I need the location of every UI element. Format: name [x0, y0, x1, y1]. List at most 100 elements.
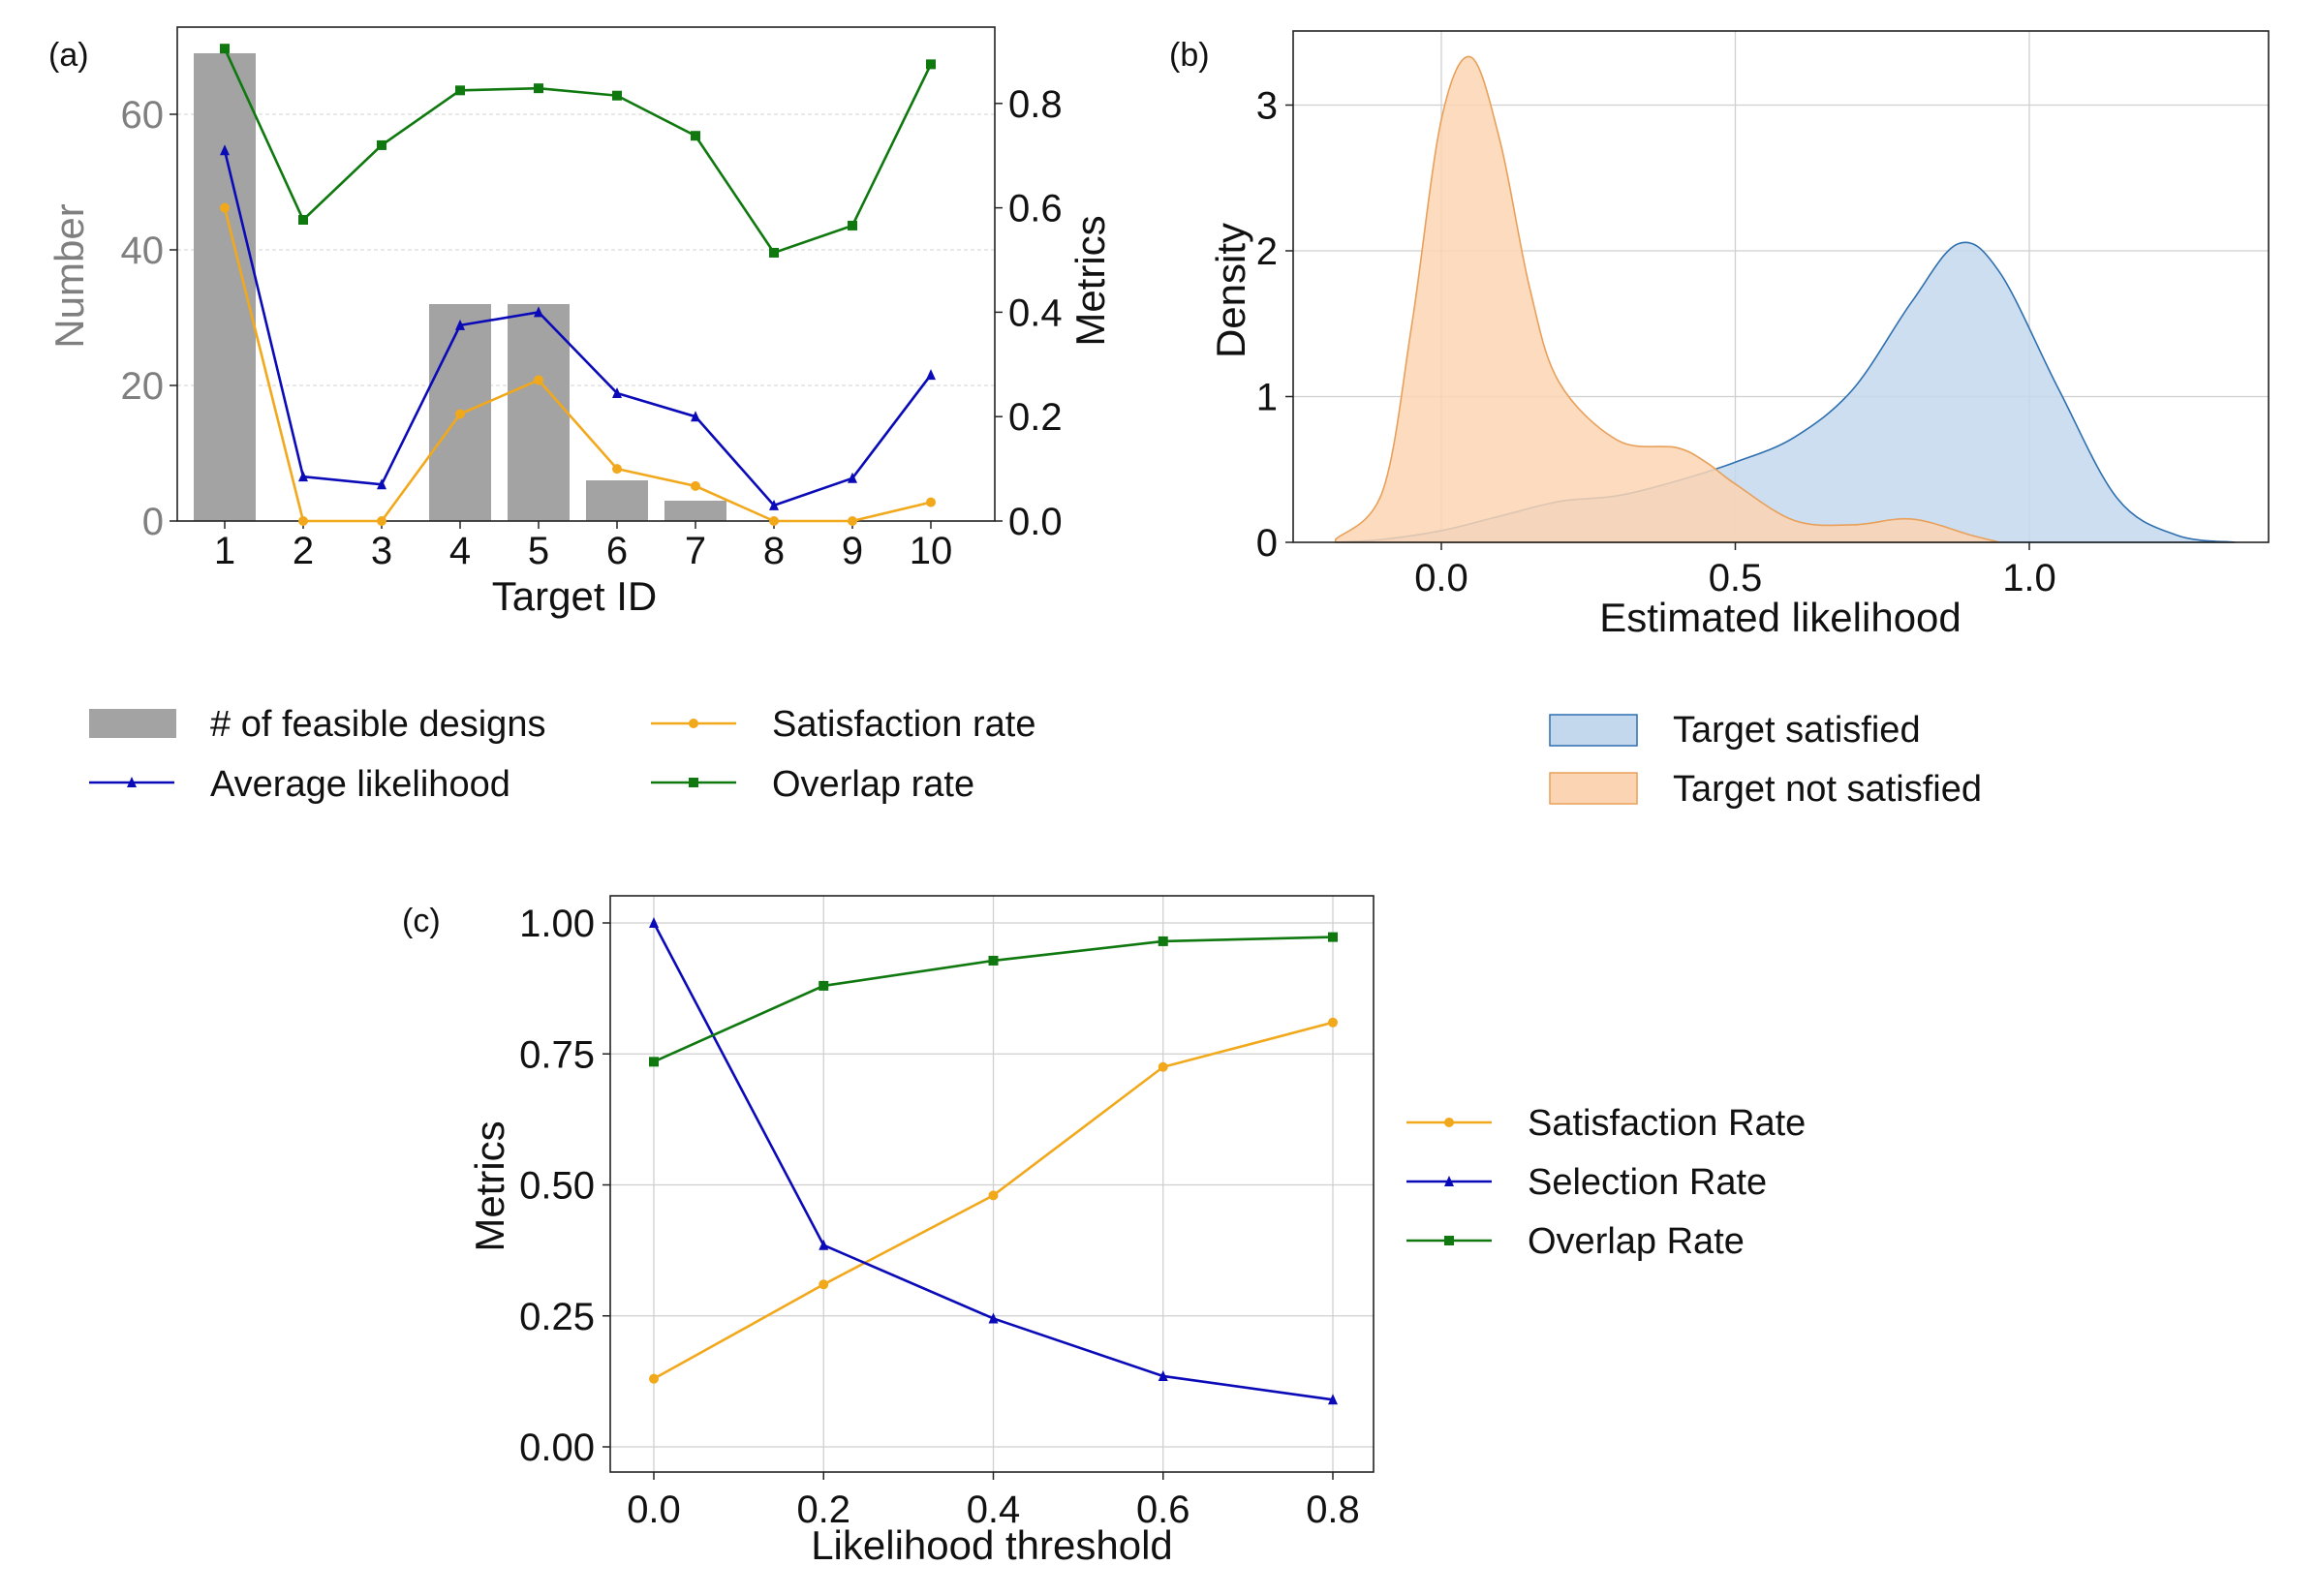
data-point-a — [455, 85, 465, 96]
x-tick-label-a: 2 — [293, 530, 314, 572]
data-point-a — [769, 247, 779, 258]
y-tick-label-b: 3 — [1256, 85, 1278, 128]
data-point-a — [534, 375, 543, 385]
y-left-tick-label-a: 40 — [121, 230, 165, 272]
data-point-a — [926, 497, 936, 507]
x-tick-label-c: 0.6 — [1136, 1489, 1190, 1531]
panel-label-c: (c) — [402, 903, 441, 939]
data-point-c — [1158, 936, 1168, 946]
data-point-c — [819, 980, 829, 991]
data-point-a — [298, 214, 308, 225]
data-point-a — [377, 478, 386, 490]
x-tick-label-a: 9 — [842, 530, 863, 572]
y-left-tick-label-a: 20 — [121, 365, 165, 408]
y-tick-label-b: 1 — [1256, 377, 1278, 419]
bar-7 — [664, 501, 726, 521]
data-point-a — [455, 409, 465, 419]
plot-frame-b — [1292, 30, 2270, 543]
data-point-c — [819, 1279, 829, 1290]
bar-6 — [586, 480, 648, 521]
legend-label-target-not-satisfied: Target not satisfied — [1673, 769, 1982, 810]
data-point-a — [926, 59, 936, 70]
panel-c-line-chart: (c) 0.0 0.2 0.4 0.6 0.8 0.00 0.25 0.50 0.75 1.00 Li… — [402, 895, 1806, 1568]
x-tick-label-c: 0.2 — [796, 1489, 850, 1531]
y-tick-label-b: 2 — [1256, 230, 1278, 273]
data-point-c — [649, 917, 659, 928]
bar-5 — [508, 304, 570, 521]
data-point-c — [988, 955, 999, 966]
data-point-c — [1328, 1017, 1338, 1028]
legend-swatch-target-satisfied — [1549, 714, 1638, 747]
data-point-c — [988, 1190, 999, 1201]
data-point-a — [691, 480, 700, 491]
x-tick-label-b: 0.5 — [1709, 557, 1763, 599]
y-tick-label-c: 0.00 — [519, 1427, 595, 1469]
data-point-a — [534, 83, 543, 94]
x-tick-label-b: 1.0 — [2002, 557, 2056, 599]
x-tick-label-c: 0.4 — [967, 1489, 1021, 1531]
legend-swatch-target-not-satisfied — [1549, 772, 1638, 805]
plot-frame-c — [609, 895, 1375, 1473]
y-axis-label-c: Metrics — [467, 1120, 512, 1251]
x-axis-label-c: Likelihood threshold — [811, 1522, 1173, 1568]
x-tick-label-a: 4 — [449, 530, 471, 572]
y-tick-label-c: 0.75 — [519, 1033, 595, 1076]
data-point-c — [649, 1057, 659, 1067]
y-right-tick-label-a: 0.4 — [1008, 292, 1063, 334]
plot-frame-a — [176, 26, 996, 522]
legend-label-average-likelihood: Average likelihood — [210, 764, 510, 805]
legend-average-likelihood-marker — [127, 777, 137, 787]
data-point-a — [298, 516, 308, 526]
data-point-a — [848, 516, 857, 526]
x-tick-label-a: 3 — [371, 530, 392, 572]
legend-label-bars: # of feasible designs — [210, 704, 545, 745]
bar-1 — [194, 53, 256, 521]
data-point-a — [612, 386, 622, 398]
series-line-overlap-rate — [223, 47, 933, 255]
data-point-a — [220, 144, 230, 156]
data-point-c — [649, 1373, 659, 1384]
legend-b: Target satisfied Target not satisfied — [1549, 710, 1982, 810]
x-tick-label-a: 1 — [214, 530, 235, 572]
series-line-satisfaction-rate — [223, 207, 932, 523]
y-right-tick-label-a: 0.8 — [1008, 83, 1063, 126]
data-point-a — [769, 499, 779, 510]
x-axis-label-b: Estimated likelihood — [1599, 595, 1962, 640]
data-point-a — [848, 472, 857, 483]
y-right-tick-label-a: 0.0 — [1008, 501, 1063, 543]
data-point-a — [691, 131, 700, 141]
x-tick-label-a: 10 — [910, 530, 953, 572]
legend-swatch-bars — [89, 709, 176, 738]
y-tick-label-c: 1.00 — [519, 903, 595, 945]
y-tick-label-c: 0.50 — [519, 1165, 595, 1208]
data-point-c — [819, 1239, 829, 1250]
x-tick-label-a: 7 — [685, 530, 706, 572]
density-area-target-not-satisfied — [1334, 55, 2000, 543]
data-point-a — [691, 411, 700, 422]
legend-c: Satisfaction Rate Selection Rate Overlap R… — [1406, 1103, 1806, 1262]
legend-label-overlap-rate: Overlap Rate — [1528, 1221, 1745, 1262]
series-line-average-likelihood — [223, 150, 933, 507]
data-point-a — [298, 471, 308, 482]
y-tick-label-c: 0.25 — [519, 1296, 595, 1338]
y-tick-label-b: 0 — [1256, 522, 1278, 565]
data-point-a — [848, 220, 857, 230]
x-tick-label-a: 8 — [763, 530, 785, 572]
data-point-c — [1158, 1061, 1168, 1072]
data-point-a — [769, 516, 779, 526]
y-axis-label-left-a: Number — [46, 203, 92, 348]
legend-a: # of feasible designs Average likelihood S… — [89, 704, 1035, 805]
y-axis-label-right-a: Metrics — [1067, 215, 1113, 346]
y-right-tick-label-a: 0.2 — [1008, 396, 1063, 439]
data-point-c — [1158, 1369, 1168, 1381]
data-point-c — [1328, 1394, 1338, 1405]
data-point-a — [220, 44, 230, 54]
data-point-a — [534, 306, 543, 318]
data-point-a — [377, 139, 386, 150]
legend-label-target-satisfied: Target satisfied — [1673, 710, 1921, 751]
y-left-tick-label-a: 0 — [142, 501, 164, 543]
x-tick-label-c: 0.0 — [627, 1489, 681, 1531]
x-tick-label-a: 5 — [528, 530, 549, 572]
data-point-a — [220, 202, 230, 213]
legend-label-selection-rate: Selection Rate — [1528, 1162, 1767, 1203]
